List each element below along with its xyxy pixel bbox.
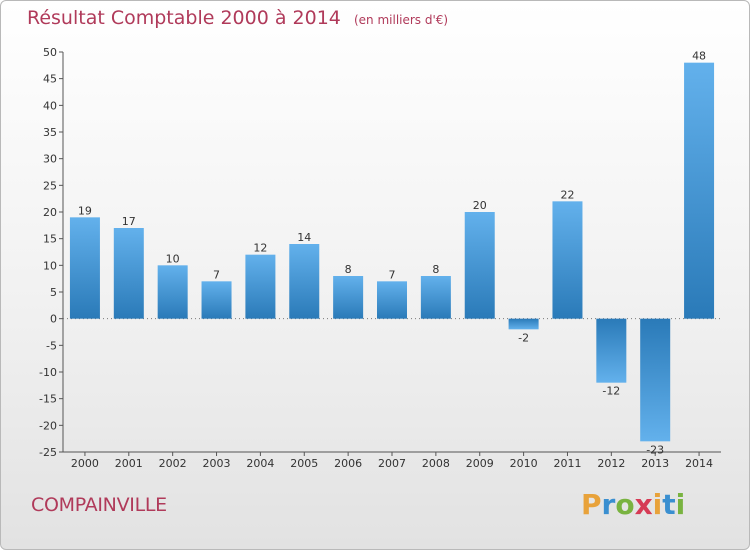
logo-letter: t [662, 488, 676, 521]
x-tick-label: 2000 [71, 457, 99, 470]
logo-letter: o [615, 488, 635, 521]
chart-title: Résultat Comptable 2000 à 2014 [27, 7, 341, 29]
y-tick-label: -15 [39, 393, 57, 406]
bar-2012 [596, 318, 627, 383]
bar-2006 [333, 276, 364, 319]
bar-2002 [157, 265, 188, 319]
commune-name: COMPAINVILLE [31, 494, 167, 516]
data-label-2000: 19 [78, 204, 92, 217]
y-tick-label: 15 [43, 233, 57, 246]
x-tick-label: 2012 [597, 457, 625, 470]
x-tick-label: 2009 [466, 457, 494, 470]
logo-letter: x [634, 488, 653, 521]
bar-2004 [245, 254, 276, 319]
bar-2007 [377, 281, 407, 319]
chart-subtitle: (en milliers d'€) [353, 13, 449, 27]
data-label-2010: -2 [518, 331, 529, 344]
bar-2000 [69, 217, 100, 319]
x-tick-label: 2013 [641, 457, 669, 470]
y-tick-label: -10 [39, 366, 57, 379]
data-label-2013: -23 [646, 443, 664, 456]
y-tick-label: 50 [43, 46, 57, 59]
x-tick-label: 2014 [685, 457, 713, 470]
data-label-2006: 8 [345, 263, 352, 276]
data-label-2007: 7 [389, 268, 396, 281]
y-tick-label: 35 [43, 126, 57, 139]
data-label-2005: 14 [297, 231, 311, 244]
chart-labels: 19 17 10 7 12 14 8 7 8 20 -2 22 -12 -23 48 [78, 50, 706, 457]
y-tick-label: -20 [39, 419, 57, 432]
x-tick-label: 2003 [203, 457, 231, 470]
x-tick-label: 2006 [334, 457, 362, 470]
y-tick-label: 45 [43, 73, 57, 86]
bar-2014 [684, 62, 715, 319]
chart-header: Résultat Comptable 2000 à 2014 (en milli… [27, 7, 448, 29]
y-tick-label: 0 [50, 313, 57, 326]
y-tick-label: 40 [43, 99, 57, 112]
data-label-2004: 12 [253, 242, 267, 255]
data-label-2011: 22 [560, 188, 574, 201]
data-label-2009: 20 [473, 199, 487, 212]
bar-2003 [201, 281, 232, 319]
logo-letter: P [581, 488, 602, 521]
x-tick-label: 2002 [159, 457, 187, 470]
x-tick-label: 2010 [510, 457, 538, 470]
bar-2001 [113, 228, 144, 319]
y-tick-label: 25 [43, 179, 57, 192]
x-tick-label: 2008 [422, 457, 450, 470]
x-tick-label: 2011 [553, 457, 581, 470]
data-label-2014: 48 [692, 50, 706, 63]
data-label-2002: 10 [166, 252, 180, 265]
x-tick-label: 2007 [378, 457, 406, 470]
bar-2010 [508, 318, 539, 330]
logo-letter: i [652, 488, 663, 521]
bar-2005 [289, 244, 320, 319]
chart-bars [69, 62, 715, 442]
y-tick-label: 30 [43, 153, 57, 166]
data-label-2012: -12 [602, 385, 620, 398]
bar-2011 [552, 201, 583, 319]
y-tick-label: -5 [46, 339, 57, 352]
x-tick-label: 2001 [115, 457, 143, 470]
logo-letter: i [675, 488, 686, 521]
x-tick-label: 2004 [246, 457, 274, 470]
logo-letter: r [601, 488, 616, 521]
bar-2009 [464, 212, 495, 319]
bar-2008 [420, 276, 451, 319]
proxiti-logo: Proxiti [581, 488, 685, 521]
x-tick-label: 2005 [290, 457, 318, 470]
y-tick-label: 5 [50, 286, 57, 299]
y-tick-label: -25 [39, 446, 57, 459]
data-label-2008: 8 [432, 263, 439, 276]
y-tick-label: 20 [43, 206, 57, 219]
data-label-2003: 7 [213, 268, 220, 281]
data-label-2001: 17 [122, 215, 136, 228]
y-tick-label: 10 [43, 259, 57, 272]
bar-2013 [640, 318, 671, 442]
